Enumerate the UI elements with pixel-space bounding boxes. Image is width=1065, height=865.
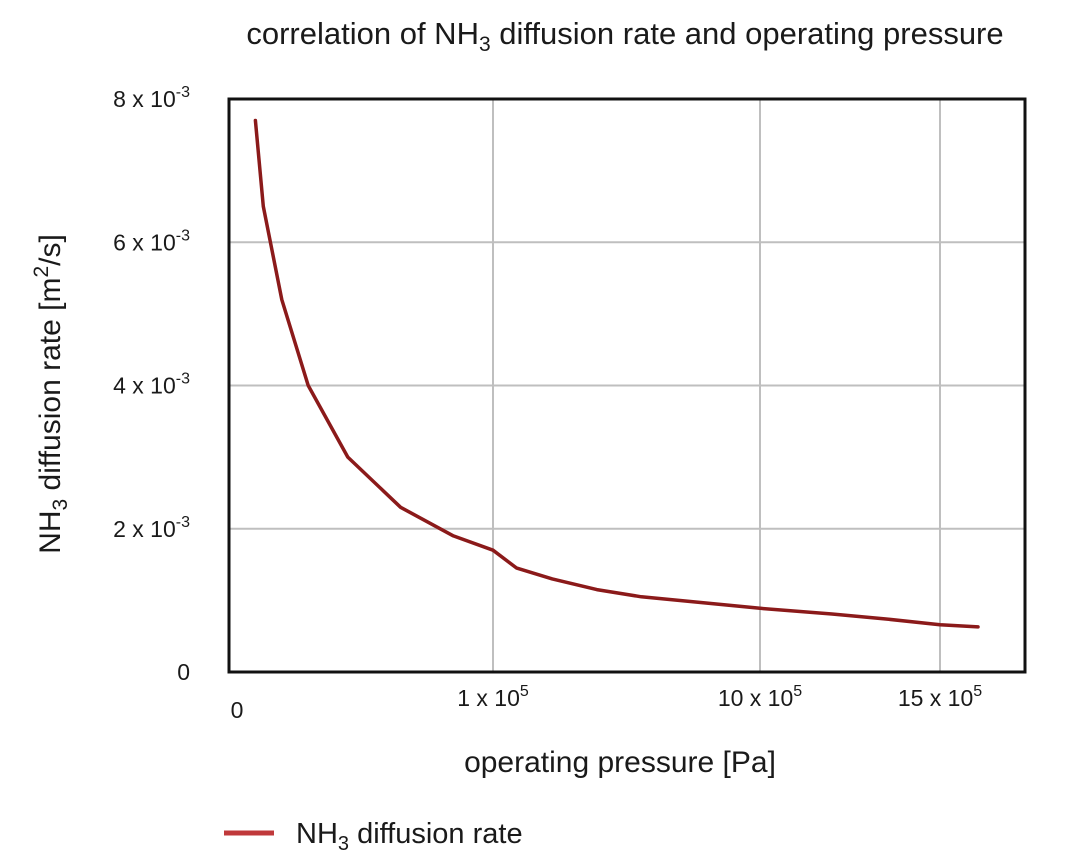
legend: NH3 diffusion rate bbox=[224, 818, 523, 855]
y-tick-label: 0 bbox=[177, 659, 190, 685]
x-tick-label: 1 x 105 bbox=[457, 683, 529, 711]
y-tick-label: 8 x 10-3 bbox=[113, 84, 190, 112]
x-tick-label: 15 x 105 bbox=[898, 683, 982, 711]
chart-title: correlation of NH3 diffusion rate and op… bbox=[246, 16, 1003, 56]
y-tick-label: 6 x 10-3 bbox=[113, 227, 190, 255]
y-axis-label: NH3 diffusion rate [m2/s] bbox=[30, 234, 72, 554]
legend-label-nh3-diffusion-rate: NH3 diffusion rate bbox=[296, 818, 523, 855]
series-line-nh3-diffusion-rate bbox=[253, 118, 980, 629]
x-tick-label: 10 x 105 bbox=[718, 683, 802, 711]
y-tick-label: 4 x 10-3 bbox=[113, 371, 190, 399]
x-tick-labels: 0 1 x 105 10 x 105 15 x 105 bbox=[231, 683, 983, 723]
x-tick-label: 0 bbox=[231, 697, 244, 723]
grid bbox=[229, 99, 1025, 672]
y-tick-label: 2 x 10-3 bbox=[113, 514, 190, 542]
x-axis-label: operating pressure [Pa] bbox=[464, 746, 776, 779]
y-tick-labels: 0 2 x 10-3 4 x 10-3 6 x 10-3 8 x 10-3 bbox=[113, 84, 190, 685]
plot-frame bbox=[227, 97, 1027, 674]
